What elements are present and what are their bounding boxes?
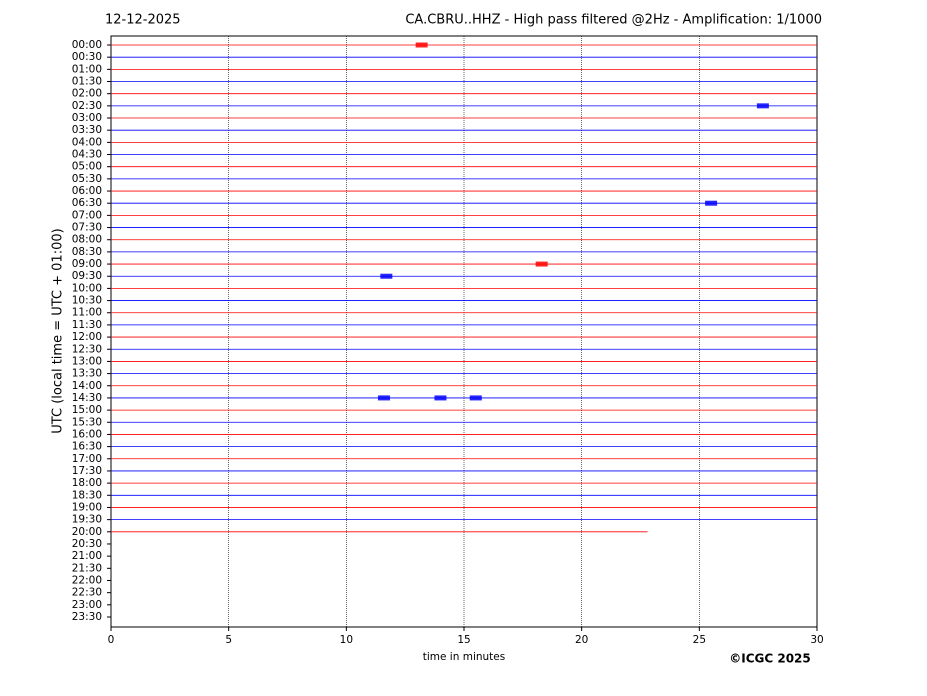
- y-tick-label: 05:00: [72, 161, 102, 173]
- x-tick-label: 10: [340, 634, 353, 646]
- y-tick-label: 18:30: [72, 489, 102, 501]
- y-tick-label: 06:30: [72, 197, 102, 209]
- y-tick-label: 09:00: [72, 258, 102, 270]
- y-tick-label: 18:00: [72, 477, 102, 489]
- y-tick-label: 05:30: [72, 173, 102, 185]
- y-tick-label: 14:00: [72, 380, 102, 392]
- seismic-event: [705, 200, 718, 206]
- seismic-event: [434, 395, 447, 401]
- y-tick-label: 08:00: [72, 234, 102, 246]
- y-tick-label: 12:00: [72, 331, 102, 343]
- x-tick-label: 25: [693, 634, 706, 646]
- y-axis-label: UTC (local time = UTC + 01:00): [51, 228, 66, 433]
- y-tick-label: 04:30: [72, 149, 102, 161]
- y-tick-label: 22:00: [72, 574, 102, 586]
- x-tick-label: 5: [225, 634, 232, 646]
- y-tick-label: 16:00: [72, 428, 102, 440]
- x-tick-label: 15: [457, 634, 470, 646]
- credit: ©ICGC 2025: [729, 652, 811, 666]
- y-tick-label: 23:30: [72, 611, 102, 623]
- x-tick-label: 20: [575, 634, 588, 646]
- y-tick-label: 06:00: [72, 185, 102, 197]
- seismic-event: [415, 42, 428, 48]
- y-tick-label: 07:00: [72, 209, 102, 221]
- y-tick-label: 13:00: [72, 355, 102, 367]
- y-tick-label: 12:30: [72, 343, 102, 355]
- x-tick-label: 0: [108, 634, 115, 646]
- y-tick-label: 07:30: [72, 222, 102, 234]
- y-tick-label: 02:30: [72, 100, 102, 112]
- date: 12-12-2025: [105, 13, 181, 28]
- y-tick-label: 14:30: [72, 392, 102, 404]
- x-axis-label: time in minutes: [423, 651, 505, 663]
- chart-title: CA.CBRU..HHZ - High pass filtered @2Hz -…: [405, 13, 822, 28]
- y-tick-label: 22:30: [72, 587, 102, 599]
- y-tick-label: 01:00: [72, 63, 102, 75]
- y-tick-label: 23:00: [72, 599, 102, 611]
- y-tick-label: 13:30: [72, 368, 102, 380]
- seismic-event: [756, 103, 769, 109]
- y-tick-label: 08:30: [72, 246, 102, 258]
- y-tick-label: 21:00: [72, 550, 102, 562]
- y-tick-label: 04:00: [72, 136, 102, 148]
- y-tick-label: 00:30: [72, 51, 102, 63]
- y-tick-label: 17:30: [72, 465, 102, 477]
- y-tick-label: 11:30: [72, 319, 102, 331]
- y-tick-label: 19:30: [72, 514, 102, 526]
- y-tick-label: 21:30: [72, 562, 102, 574]
- y-tick-label: 10:30: [72, 295, 102, 307]
- x-tick-label: 30: [810, 634, 823, 646]
- seismic-event: [377, 395, 390, 401]
- y-tick-label: 20:00: [72, 526, 102, 538]
- y-tick-label: 00:00: [72, 39, 102, 51]
- y-tick-label: 02:00: [72, 88, 102, 100]
- y-tick-label: 20:30: [72, 538, 102, 550]
- y-tick-label: 11:00: [72, 307, 102, 319]
- seismic-event: [469, 395, 482, 401]
- y-tick-label: 03:00: [72, 112, 102, 124]
- y-tick-label: 15:00: [72, 404, 102, 416]
- y-tick-label: 19:00: [72, 501, 102, 513]
- y-tick-label: 03:30: [72, 124, 102, 136]
- seismic-event: [535, 261, 548, 267]
- y-tick-label: 15:30: [72, 416, 102, 428]
- y-tick-label: 01:30: [72, 76, 102, 88]
- y-tick-label: 10:00: [72, 282, 102, 294]
- y-tick-label: 17:00: [72, 453, 102, 465]
- seismic-event: [380, 273, 393, 279]
- y-tick-label: 09:30: [72, 270, 102, 282]
- y-tick-label: 16:30: [72, 441, 102, 453]
